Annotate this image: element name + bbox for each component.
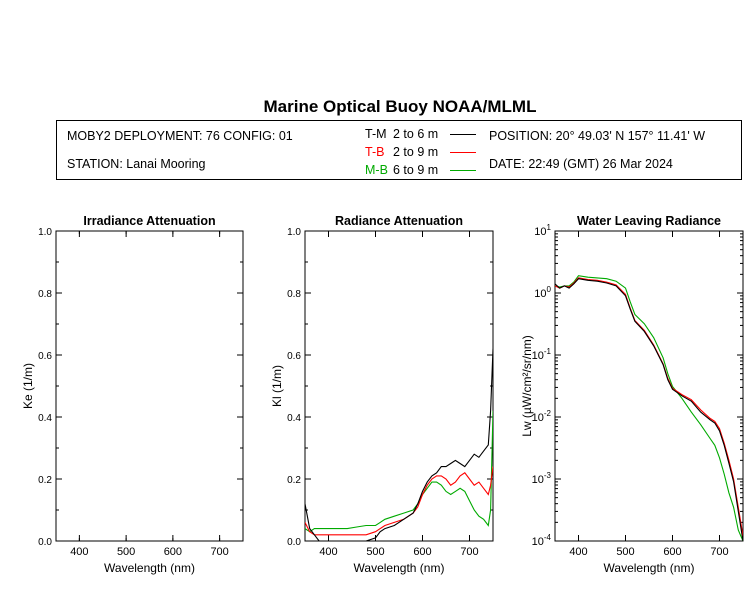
- y-tick-label: 0.0: [38, 537, 52, 548]
- legend-code-mb: M-B: [365, 163, 388, 177]
- y-tick-label: 10-2: [532, 409, 552, 424]
- y-tick-label: 0.0: [287, 537, 301, 548]
- lw-x-axis-label: Wavelength (nm): [604, 561, 695, 575]
- radiance-series-m-b: [305, 410, 493, 533]
- irradiance-panel: Irradiance Attenuation 400 500 600 700 0.0 0.2…: [21, 214, 244, 575]
- legend-line-mb: [450, 170, 476, 171]
- radiance-title: Radiance Attenuation: [335, 214, 463, 228]
- date-text: DATE: 22:49 (GMT) 26 Mar 2024: [489, 157, 673, 171]
- legend-range-tm: 2 to 6 m: [393, 127, 439, 141]
- x-tick-label: 500: [366, 546, 384, 558]
- deployment-info-box: MOBY2 DEPLOYMENT: 76 CONFIG: 01 STATION:…: [56, 120, 742, 180]
- lw-series-t-m: [555, 278, 743, 541]
- radiance-panel: Radiance Attenuation 400 500 600 700 0.0 0.2 0.…: [270, 214, 494, 575]
- x-tick-label: 600: [413, 546, 431, 558]
- radiance-series-t-m: [305, 348, 493, 541]
- lw-title: Water Leaving Radiance: [577, 214, 721, 228]
- y-tick-label: 101: [534, 223, 551, 238]
- lw-y-axis-label: Lw (µW/cm²/sr/nm): [520, 335, 534, 437]
- legend-code-tm: T-M: [365, 127, 387, 141]
- radiance-plot-frame: [304, 230, 494, 542]
- radiance-y-axis-label: Kl (1/m): [270, 365, 284, 407]
- x-tick-label: 700: [460, 546, 478, 558]
- radiance-x-axis-label: Wavelength (nm): [354, 561, 445, 575]
- legend-line-tm: [450, 134, 476, 135]
- legend-range-tb: 2 to 9 m: [393, 145, 439, 159]
- irradiance-x-axis-label: Wavelength (nm): [104, 561, 195, 575]
- station-text: STATION: Lanai Mooring: [67, 157, 206, 171]
- x-tick-label: 700: [210, 546, 228, 558]
- x-tick-label: 400: [569, 546, 587, 558]
- position-text: POSITION: 20° 49.03' N 157° 11.41' W: [489, 129, 706, 143]
- legend-line-tb: [450, 152, 476, 153]
- y-tick-label: 0.4: [287, 413, 301, 424]
- lw-series-t-b: [555, 277, 743, 537]
- y-tick-label: 100: [534, 285, 551, 300]
- y-tick-label: 0.8: [287, 289, 301, 300]
- y-tick-label: 10-4: [532, 533, 552, 548]
- x-tick-label: 600: [663, 546, 681, 558]
- y-tick-label: 0.4: [38, 413, 52, 424]
- x-tick-label: 500: [616, 546, 634, 558]
- y-tick-label: 0.6: [287, 351, 301, 362]
- irradiance-plot-frame: [55, 230, 244, 542]
- y-tick-label: 10-1: [532, 347, 552, 362]
- legend-range-mb: 6 to 9 m: [393, 163, 439, 177]
- y-tick-label: 1.0: [287, 227, 301, 238]
- irradiance-y-axis-label: Ke (1/m): [21, 363, 35, 409]
- chart-main-title: Marine Optical Buoy NOAA/MLML: [263, 97, 537, 116]
- x-tick-label: 400: [319, 546, 337, 558]
- x-tick-label: 500: [117, 546, 135, 558]
- y-tick-label: 0.6: [38, 351, 52, 362]
- y-tick-label: 1.0: [38, 227, 52, 238]
- y-tick-label: 0.8: [38, 289, 52, 300]
- y-tick-label: 10-3: [532, 471, 552, 486]
- x-tick-label: 700: [710, 546, 728, 558]
- legend-code-tb: T-B: [365, 145, 385, 159]
- irradiance-title: Irradiance Attenuation: [83, 214, 215, 228]
- lw-series-m-b: [555, 275, 743, 541]
- radiance-series-t-b: [305, 466, 493, 536]
- y-tick-label: 0.2: [38, 475, 52, 486]
- deployment-text: MOBY2 DEPLOYMENT: 76 CONFIG: 01: [67, 129, 293, 143]
- y-tick-label: 0.2: [287, 475, 301, 486]
- lw-plot-frame: [554, 230, 744, 542]
- x-tick-label: 400: [70, 546, 88, 558]
- lw-panel: Water Leaving Radiance 400 500 600 700 10-4 10…: [520, 214, 744, 575]
- x-tick-label: 600: [164, 546, 182, 558]
